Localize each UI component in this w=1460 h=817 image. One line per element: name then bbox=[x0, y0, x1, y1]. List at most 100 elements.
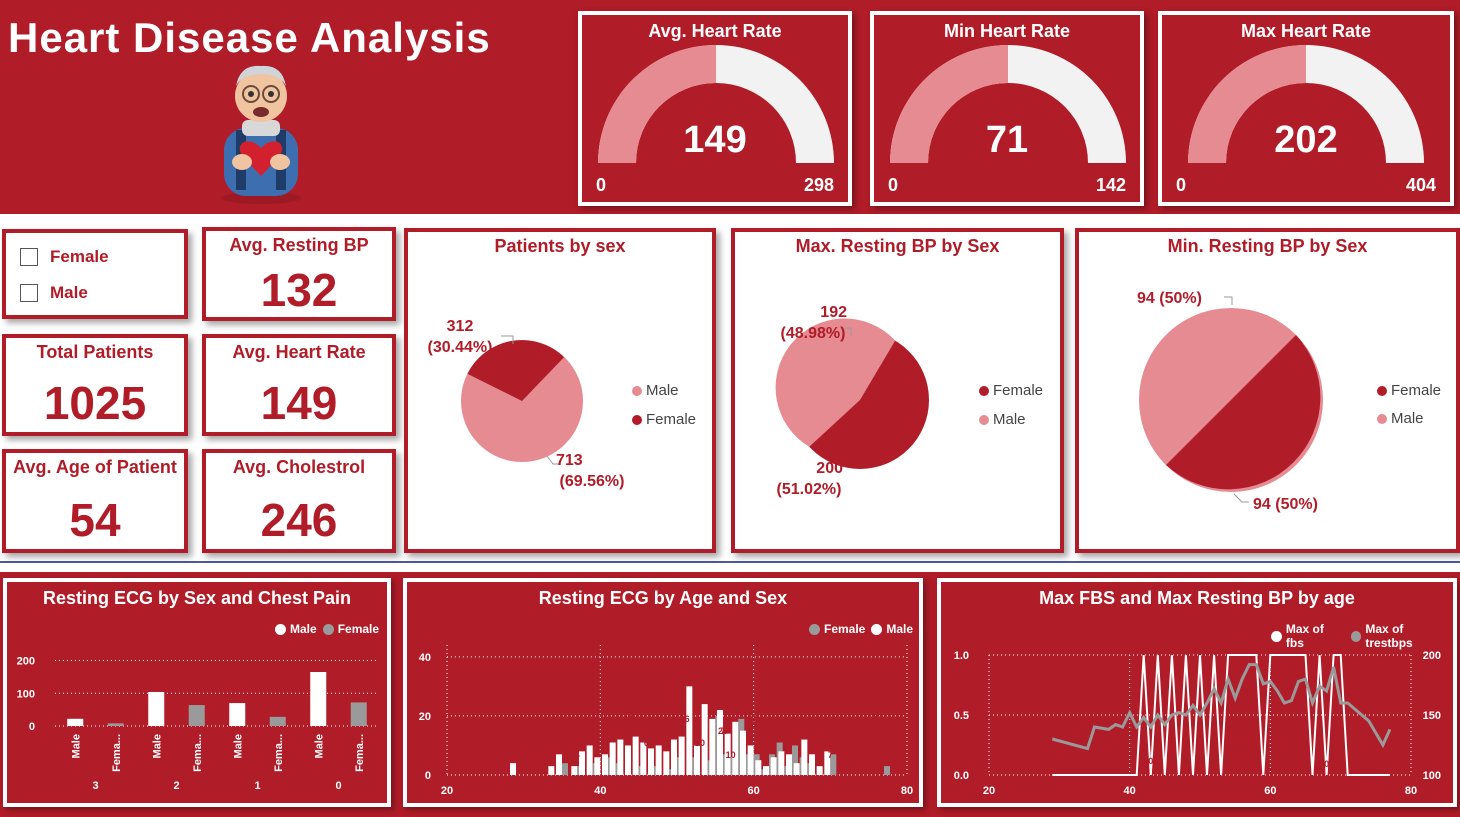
pie-label-percent: (48.98%) bbox=[780, 325, 846, 342]
data-label: 36 bbox=[680, 714, 690, 724]
gauge-min: 0 bbox=[1176, 175, 1187, 195]
slicer-option-label: Male bbox=[50, 283, 88, 302]
legend-dot-icon bbox=[809, 623, 820, 635]
legend-female[interactable]: Female bbox=[632, 411, 696, 428]
bar-male bbox=[809, 754, 815, 775]
gauge-title: Avg. Heart Rate bbox=[648, 21, 782, 41]
chart-ecg-sex-chestpain[interactable]: Resting ECG by Sex and Chest Pain Male F… bbox=[3, 578, 391, 807]
legend-dot-icon bbox=[632, 414, 642, 425]
bar-male bbox=[571, 766, 578, 775]
pie-label-percent: (30.44%) bbox=[427, 339, 493, 356]
bar bbox=[148, 691, 165, 726]
gauge-value: 202 bbox=[1274, 119, 1338, 161]
checkbox-icon[interactable] bbox=[20, 284, 38, 302]
slicer-option-male[interactable]: Male bbox=[20, 283, 88, 303]
bar-male bbox=[678, 736, 685, 775]
bar-male bbox=[671, 739, 677, 775]
bar-male bbox=[824, 751, 831, 775]
slicer-option-female[interactable]: Female bbox=[20, 247, 109, 267]
bar-male bbox=[786, 754, 792, 775]
kpi-title: Total Patients bbox=[36, 342, 154, 362]
chart-legend: Max of fbs Max of trestbps bbox=[1271, 622, 1453, 650]
data-label: 7 bbox=[828, 750, 833, 760]
gauge-fill bbox=[598, 45, 716, 163]
bar bbox=[107, 723, 124, 726]
kpi-value: 149 bbox=[260, 377, 338, 429]
y-left-tick-label: 0.5 bbox=[954, 710, 969, 722]
legend-male[interactable]: Male bbox=[979, 411, 1026, 428]
pie-patients-by-sex[interactable]: Patients by sex 312 (30.44%) 713 (69.56%… bbox=[404, 228, 716, 553]
kpi-value: 246 bbox=[260, 494, 338, 546]
pie-max-resting-bp[interactable]: Max. Resting BP by Sex 192 (48.98%) 200 … bbox=[731, 228, 1064, 553]
kpi-title: Avg. Heart Rate bbox=[232, 342, 366, 362]
bar-female bbox=[562, 763, 568, 775]
bar-male bbox=[701, 704, 708, 775]
data-label: 7 bbox=[789, 738, 794, 748]
x-tick-label: 60 bbox=[1264, 785, 1276, 797]
pie-svg bbox=[1139, 296, 1323, 503]
pie-label-male: 713 (69.56%) bbox=[552, 450, 632, 492]
legend-dot-icon bbox=[275, 623, 286, 635]
bar-male bbox=[655, 745, 662, 775]
data-label: 0 bbox=[1148, 756, 1153, 766]
pie-label-male: 94 (50%) bbox=[1137, 290, 1202, 307]
data-label: 6 bbox=[874, 714, 879, 724]
chart-ecg-age-sex[interactable]: Resting ECG by Age and Sex Female Male 0… bbox=[403, 578, 923, 807]
legend-male[interactable]: Male bbox=[632, 382, 679, 399]
pie-slice-female[interactable] bbox=[467, 340, 565, 401]
y-tick-label: 40 bbox=[419, 652, 431, 664]
gauge-avg-heart-rate[interactable]: Avg. Heart Rate 149 0 298 bbox=[578, 11, 852, 206]
pie-label-percent: (51.02%) bbox=[776, 481, 842, 498]
bar-male bbox=[640, 742, 647, 775]
data-label: 29 bbox=[718, 726, 728, 736]
bar-male bbox=[755, 760, 762, 775]
gauge-title: Max Heart Rate bbox=[1240, 21, 1372, 41]
chart-title: Min. Resting BP by Sex bbox=[1167, 236, 1368, 256]
legend-label: Max of trestbps bbox=[1365, 622, 1413, 650]
dashboard-title: Heart Disease Analysis bbox=[8, 14, 491, 61]
legend-male[interactable]: Male bbox=[1377, 410, 1424, 427]
chart-title: Max FBS and Max Resting BP by age bbox=[1039, 588, 1355, 608]
x-tick-label: 80 bbox=[1405, 785, 1417, 797]
x-tick-label: 20 bbox=[983, 785, 995, 797]
data-label: 1 bbox=[1148, 662, 1153, 672]
pie-svg bbox=[775, 318, 929, 469]
kpi-value: 132 bbox=[260, 264, 338, 316]
pie-svg bbox=[461, 335, 583, 465]
y-tick-label: 20 bbox=[419, 711, 431, 723]
bar-male bbox=[740, 730, 746, 775]
pie-slice-male[interactable] bbox=[775, 318, 896, 447]
pie-min-resting-bp[interactable]: Min. Resting BP by Sex 94 (50%) 94 (50%)… bbox=[1075, 228, 1460, 553]
legend-female[interactable]: Female bbox=[1377, 382, 1441, 399]
chart-legend: Male Female bbox=[275, 622, 379, 636]
legend-label: Female bbox=[993, 382, 1044, 399]
kpi-total-patients: Total Patients 1025 bbox=[2, 334, 188, 436]
pie-label-percent: (69.56%) bbox=[559, 473, 625, 490]
legend-female[interactable]: Female bbox=[979, 382, 1043, 399]
legend-label: Male bbox=[290, 622, 317, 636]
chart-fbs-bp-by-age[interactable]: Max FBS and Max Resting BP by age Max of… bbox=[937, 578, 1457, 807]
kpi-title: Avg. Age of Patient bbox=[13, 457, 177, 477]
kpi-value: 54 bbox=[69, 494, 121, 546]
y-tick-label: 100 bbox=[17, 688, 35, 700]
legend-dot-icon bbox=[979, 385, 989, 396]
bar-male bbox=[686, 686, 693, 775]
x-tick-label: 40 bbox=[1124, 785, 1136, 797]
bar bbox=[310, 672, 327, 726]
chart-title: Resting ECG by Sex and Chest Pain bbox=[42, 588, 352, 608]
legend-dot-icon bbox=[1271, 630, 1282, 642]
kpi-avg-resting-bp: Avg. Resting BP 132 bbox=[202, 227, 396, 321]
leader-line bbox=[843, 327, 852, 336]
gauge-fill bbox=[890, 45, 1008, 163]
gauge-title: Min Heart Rate bbox=[943, 21, 1071, 41]
gauge-max: 298 bbox=[803, 175, 834, 195]
bar-male bbox=[556, 754, 562, 775]
gauge-max-heart-rate[interactable]: Max Heart Rate 202 0 404 bbox=[1158, 11, 1454, 206]
gauge-min: 0 bbox=[888, 175, 899, 195]
checkbox-icon[interactable] bbox=[20, 248, 38, 266]
gauge-min-heart-rate[interactable]: Min Heart Rate 71 0 142 bbox=[870, 11, 1144, 206]
pie-slice-female[interactable] bbox=[1166, 335, 1321, 490]
bar bbox=[67, 718, 84, 726]
legend-dot-icon bbox=[1377, 385, 1387, 396]
bar-male bbox=[579, 751, 585, 775]
